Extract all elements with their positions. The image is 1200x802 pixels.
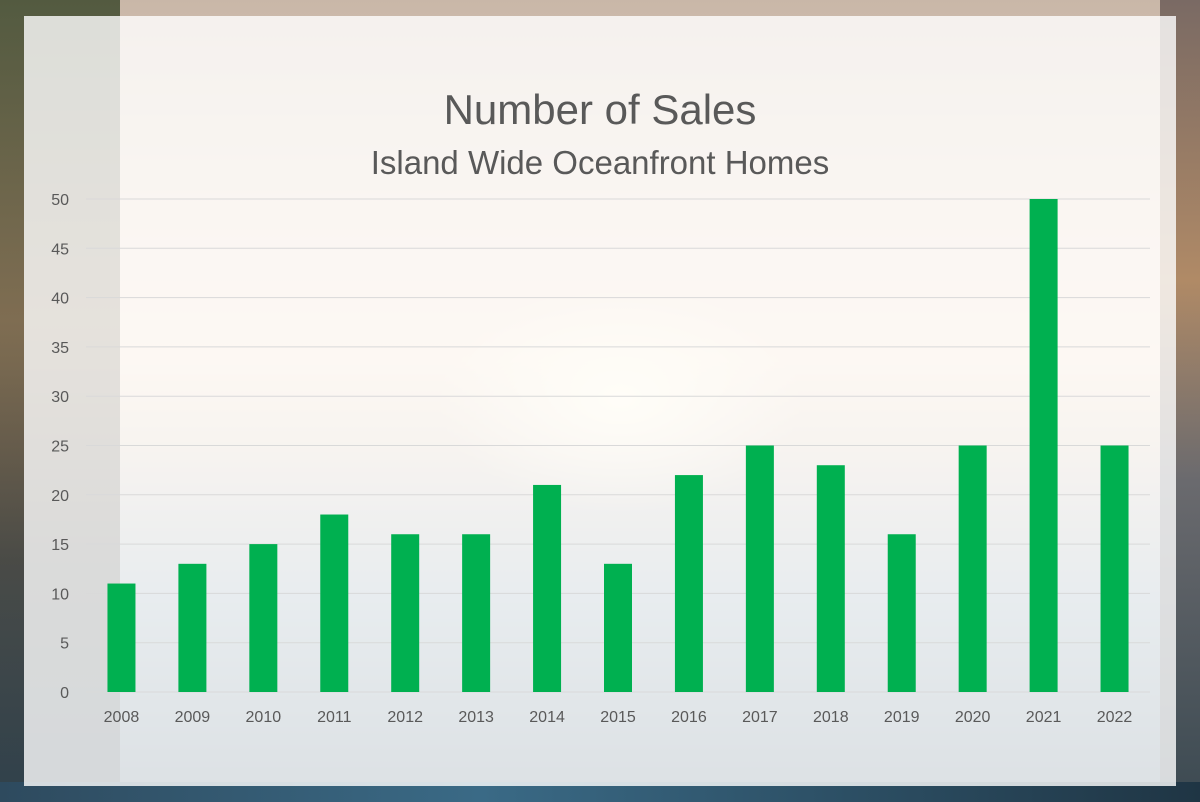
bar-2014: [533, 484, 562, 692]
bar-2009: [178, 563, 207, 692]
x-tick-label: 2011: [317, 709, 352, 726]
bar-2015: [604, 563, 632, 692]
x-tick-label: 2022: [1097, 709, 1133, 726]
bar-2008: [107, 583, 136, 692]
chart-title: Number of Sales: [443, 86, 757, 133]
y-tick-label: 25: [51, 439, 69, 456]
x-tick-label: 2018: [813, 709, 849, 726]
y-axis-tick-labels: 0 5 10 15 20 25 30 35 40 45 50: [51, 192, 69, 702]
chart-subtitle: Island Wide Oceanfront Homes: [370, 144, 830, 181]
y-tick-label: 0: [60, 685, 69, 702]
bar-2011: [320, 514, 349, 692]
x-tick-label: 2017: [742, 709, 778, 726]
y-tick-label: 40: [51, 291, 69, 308]
y-tick-label: 15: [51, 537, 69, 554]
x-tick-label: 2008: [104, 709, 140, 726]
y-tick-label: 30: [51, 389, 69, 406]
x-tick-label: 2009: [175, 709, 211, 726]
x-tick-label: 2021: [1026, 709, 1062, 726]
bar-2017: [745, 445, 774, 692]
bar-2022: [1100, 445, 1129, 692]
y-tick-label: 50: [51, 192, 69, 209]
bar-2018: [816, 465, 845, 692]
x-tick-label: 2013: [458, 709, 494, 726]
x-tick-label: 2015: [600, 709, 636, 726]
background-pool-edge: [0, 782, 1200, 802]
x-tick-label: 2020: [955, 709, 991, 726]
x-tick-label: 2012: [387, 709, 423, 726]
bar-2021: [1029, 199, 1058, 692]
bar-2016: [674, 475, 703, 692]
y-tick-label: 20: [51, 488, 69, 505]
x-tick-label: 2014: [529, 709, 565, 726]
x-tick-label: 2010: [246, 709, 282, 726]
x-axis-tick-labels: 2008 2009 2010 2011 2012 2013 2014 2015 2016 2017…: [104, 709, 1133, 726]
bar-2020: [958, 445, 987, 692]
bars: [107, 199, 1129, 692]
bar-2013: [462, 534, 491, 692]
y-tick-label: 10: [51, 586, 69, 603]
bar-2019: [887, 534, 916, 692]
y-tick-label: 45: [51, 241, 69, 258]
y-tick-label: 35: [51, 340, 69, 357]
bar-2010: [249, 544, 278, 692]
x-tick-label: 2016: [671, 709, 707, 726]
y-tick-label: 5: [60, 636, 69, 653]
x-tick-label: 2019: [884, 709, 920, 726]
bar-2012: [391, 534, 420, 692]
